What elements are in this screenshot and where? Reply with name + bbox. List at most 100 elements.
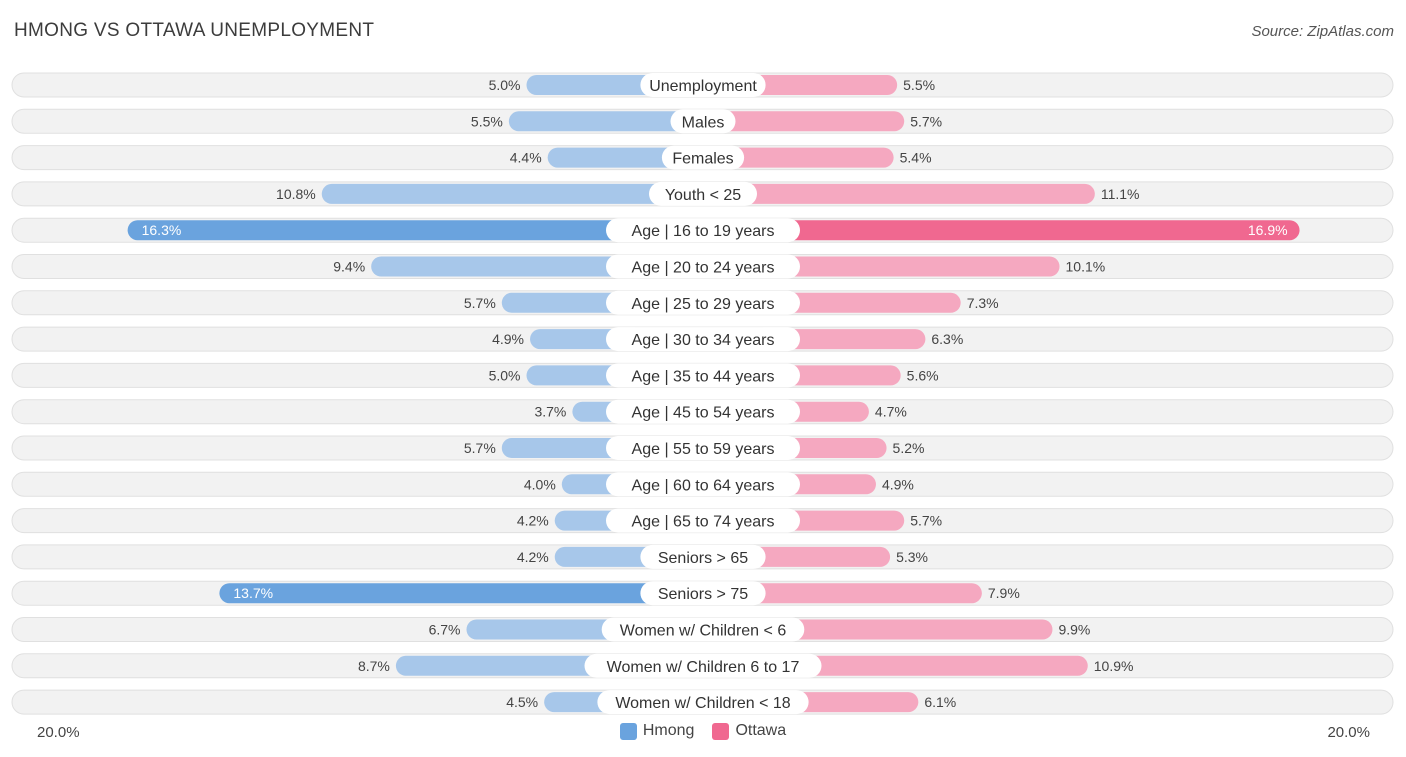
- chart-row: 4.4% 5.4% Females: [11, 145, 1394, 171]
- bar-ottawa: [703, 583, 982, 604]
- value-label-hmong: 4.5%: [506, 694, 538, 710]
- bar-hmong: [321, 183, 703, 204]
- chart-row: 5.7% 5.2% Age | 55 to 59 years: [11, 435, 1394, 461]
- category-label: Females: [672, 151, 733, 168]
- category-label: Age | 65 to 74 years: [632, 514, 775, 531]
- category-pill: [606, 254, 800, 279]
- value-label-hmong: 5.7%: [464, 295, 496, 311]
- category-label: Age | 55 to 59 years: [632, 441, 775, 458]
- category-label: Age | 25 to 29 years: [632, 296, 775, 313]
- axis-right-label: 20.0%: [1327, 724, 1370, 741]
- category-label: Women w/ Children < 6: [620, 623, 787, 640]
- chart-row: 13.7% 7.9% Seniors > 75: [11, 580, 1394, 606]
- value-label-ottawa: 5.5%: [903, 77, 935, 93]
- category-label: Seniors > 75: [658, 586, 748, 603]
- chart-row: 5.7% 7.3% Age | 25 to 29 years: [11, 290, 1394, 316]
- category-pill: [670, 109, 736, 134]
- value-label-hmong: 13.7%: [233, 585, 273, 601]
- category-pill: [606, 472, 800, 497]
- category-label: Age | 45 to 54 years: [632, 405, 775, 422]
- value-label-hmong: 5.5%: [471, 113, 503, 129]
- category-pill: [597, 690, 809, 715]
- category-label: Age | 16 to 19 years: [632, 223, 775, 240]
- category-label: Unemployment: [649, 78, 757, 95]
- category-label: Age | 20 to 24 years: [632, 260, 775, 277]
- bar-ottawa: [703, 147, 894, 168]
- value-label-ottawa: 16.9%: [1248, 222, 1288, 238]
- chart-row: 4.9% 6.3% Age | 30 to 34 years: [11, 326, 1394, 352]
- category-pill: [606, 508, 800, 533]
- value-label-ottawa: 5.7%: [910, 513, 942, 529]
- chart-row: 5.0% 5.6% Age | 35 to 44 years: [11, 362, 1394, 388]
- value-label-hmong: 4.2%: [517, 549, 549, 565]
- category-pill: [661, 145, 745, 170]
- chart-row: 3.7% 4.7% Age | 45 to 54 years: [11, 399, 1394, 425]
- bar-hmong: [219, 583, 703, 604]
- value-label-ottawa: 5.3%: [896, 549, 928, 565]
- value-label-ottawa: 6.3%: [931, 331, 963, 347]
- category-pill: [649, 181, 757, 206]
- value-label-ottawa: 7.3%: [967, 295, 999, 311]
- value-label-hmong: 4.4%: [510, 150, 542, 166]
- chart-row: 5.5% 5.7% Males: [11, 108, 1394, 134]
- source-label: Source: ZipAtlas.com: [1251, 23, 1394, 40]
- legend: Hmong Ottawa: [0, 722, 1406, 740]
- category-label: Males: [682, 114, 725, 131]
- legend-swatch-ottawa: [712, 722, 730, 740]
- category-pill: [640, 73, 766, 97]
- value-label-hmong: 4.0%: [524, 476, 556, 492]
- category-pill: [601, 617, 805, 642]
- category-pill: [606, 399, 800, 424]
- category-pill: [606, 218, 800, 243]
- value-label-hmong: 9.4%: [333, 259, 365, 275]
- category-pill: [640, 544, 766, 569]
- category-label: Women w/ Children 6 to 17: [607, 659, 800, 676]
- category-label: Seniors > 65: [658, 550, 748, 567]
- bar-ottawa: [703, 183, 1095, 204]
- value-label-ottawa: 5.6%: [907, 367, 939, 383]
- bar-ottawa: [703, 111, 905, 132]
- category-pill: [606, 290, 800, 315]
- bar-ottawa: [703, 220, 1300, 241]
- category-label: Age | 35 to 44 years: [632, 368, 775, 385]
- legend-swatch-hmong: [619, 722, 637, 740]
- value-label-hmong: 4.2%: [517, 513, 549, 529]
- chart-row: 4.2% 5.3% Seniors > 65: [11, 544, 1394, 570]
- value-label-hmong: 5.0%: [489, 77, 521, 93]
- value-label-ottawa: 9.9%: [1058, 622, 1090, 638]
- category-pill: [606, 327, 800, 352]
- value-label-ottawa: 11.1%: [1101, 186, 1140, 202]
- value-label-ottawa: 4.7%: [875, 404, 907, 420]
- value-label-hmong: 5.7%: [464, 440, 496, 456]
- category-pill: [606, 436, 800, 460]
- category-pill: [640, 581, 766, 606]
- category-label: Youth < 25: [665, 187, 741, 204]
- chart-row: 4.0% 4.9% Age | 60 to 64 years: [11, 471, 1394, 497]
- value-label-ottawa: 5.2%: [893, 440, 925, 456]
- value-label-ottawa: 10.1%: [1066, 259, 1106, 275]
- category-pill: [606, 363, 800, 388]
- bar-hmong: [127, 220, 704, 241]
- chart-row: 9.4% 10.1% Age | 20 to 24 years: [11, 254, 1394, 279]
- legend-item-hmong[interactable]: Hmong: [619, 722, 695, 740]
- chart-row: 4.2% 5.7% Age | 65 to 74 years: [11, 508, 1394, 534]
- legend-item-ottawa[interactable]: Ottawa: [712, 722, 786, 740]
- value-label-hmong: 3.7%: [534, 404, 566, 420]
- value-label-hmong: 10.8%: [276, 186, 316, 202]
- chart-row: 8.7% 10.9% Women w/ Children 6 to 17: [11, 653, 1394, 679]
- value-label-ottawa: 6.1%: [924, 694, 956, 710]
- value-label-ottawa: 5.7%: [910, 113, 942, 129]
- value-label-hmong: 16.3%: [142, 222, 182, 238]
- legend-label-hmong: Hmong: [642, 722, 695, 739]
- category-label: Age | 60 to 64 years: [632, 477, 775, 494]
- chart-row: 16.3% 16.9% Age | 16 to 19 years: [11, 217, 1394, 243]
- chart-row: 10.8% 11.1% Youth < 25: [11, 181, 1394, 207]
- chart-row: 4.5% 6.1% Women w/ Children < 18: [11, 689, 1394, 715]
- category-label: Women w/ Children < 18: [615, 695, 790, 712]
- chart-row: 5.0% 5.5% Unemployment: [11, 72, 1394, 98]
- value-label-ottawa: 10.9%: [1094, 658, 1134, 674]
- legend-label-ottawa: Ottawa: [735, 722, 787, 739]
- value-label-hmong: 5.0%: [489, 367, 521, 383]
- value-label-hmong: 4.9%: [492, 331, 524, 347]
- value-label-hmong: 6.7%: [429, 622, 461, 638]
